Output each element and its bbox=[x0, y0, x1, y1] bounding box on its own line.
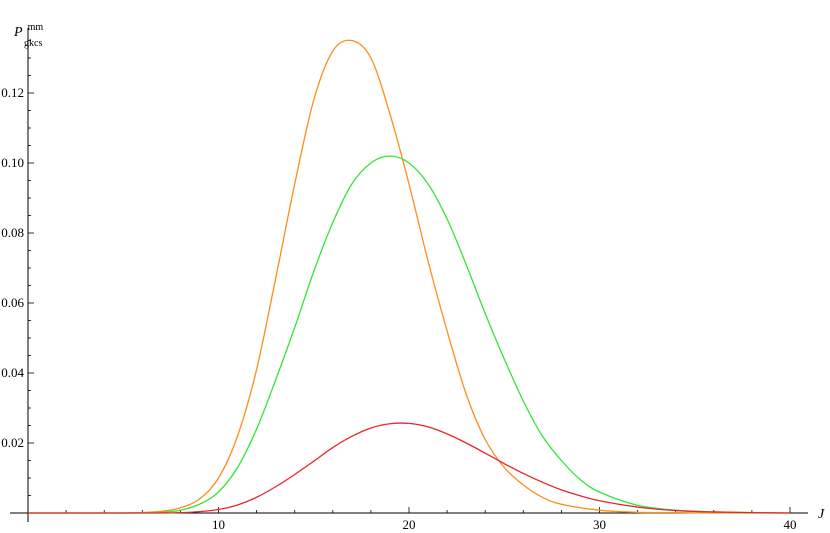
y-axis-title-base: P bbox=[13, 25, 23, 40]
x-axis-title: J bbox=[818, 507, 825, 522]
x-tick-label: 30 bbox=[593, 517, 606, 532]
ticks: 10 20 30 40 0.02 0.04 0.06 0.08 0.10 0.12 bbox=[1, 40, 797, 532]
series-line-2 bbox=[28, 155, 791, 514]
y-tick-label: 0.10 bbox=[1, 155, 24, 170]
y-tick-label: 0.06 bbox=[1, 295, 24, 310]
y-axis-title-subscript: gkcs bbox=[24, 38, 42, 49]
series-line-3 bbox=[28, 422, 791, 514]
y-tick-label: 0.08 bbox=[1, 225, 24, 240]
x-tick-label: 40 bbox=[784, 517, 797, 532]
y-tick-label: 0.02 bbox=[1, 435, 24, 450]
y-tick-label: 0.04 bbox=[1, 365, 24, 380]
x-tick-label: 20 bbox=[403, 517, 416, 532]
axes bbox=[10, 28, 808, 522]
y-tick-label: 0.12 bbox=[1, 85, 24, 100]
y-axis-title-superscript: mm bbox=[28, 22, 44, 33]
series-line-1 bbox=[28, 39, 790, 514]
x-tick-label: 10 bbox=[212, 517, 225, 532]
y-axis-title: P mm gkcs bbox=[13, 17, 47, 49]
series-layer bbox=[28, 39, 791, 514]
